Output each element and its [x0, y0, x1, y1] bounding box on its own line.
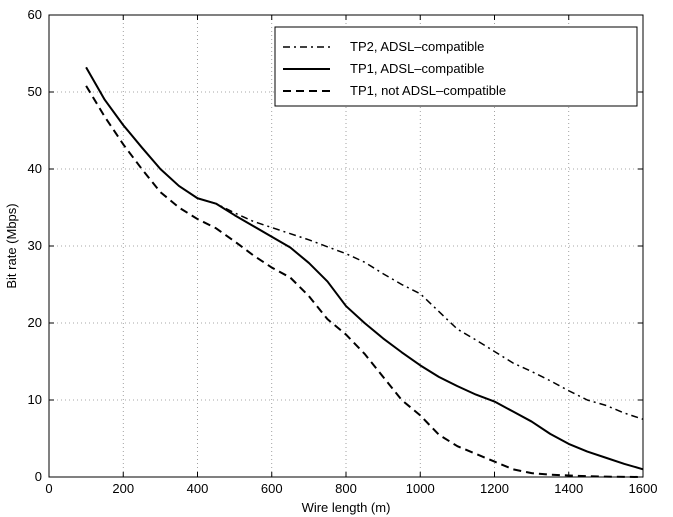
- series-line-1: [85, 66, 644, 471]
- y-axis-label: Bit rate (Mbps): [4, 203, 19, 288]
- y-tick-label: 30: [28, 238, 42, 253]
- series-line-2: [85, 85, 644, 478]
- y-tick-label: 20: [28, 315, 42, 330]
- plot-border: [48, 14, 644, 478]
- x-tick-label: 1200: [480, 481, 509, 496]
- y-tick-label: 10: [28, 392, 42, 407]
- x-tick-label: 200: [112, 481, 134, 496]
- x-tick-label: 1600: [629, 481, 658, 496]
- legend-label-tp2: TP2, ADSL–compatible: [350, 39, 484, 54]
- series-line-0: [85, 66, 644, 420]
- x-axis-label: Wire length (m): [302, 500, 391, 515]
- series-lines: [85, 66, 644, 478]
- legend-box: [274, 26, 638, 107]
- legend: TP2, ADSL–compatible TP1, ADSL–compatibl…: [274, 26, 638, 107]
- x-tick-label: 600: [261, 481, 283, 496]
- y-tick-label: 0: [35, 469, 42, 484]
- axes: 0 200 400 600 800 1000 1200 1400 1600 0 10 20 30 40 50…: [28, 7, 658, 496]
- x-tick-label: 800: [335, 481, 357, 496]
- y-tick-label: 40: [28, 161, 42, 176]
- legend-label-tp1-adsl: TP1, ADSL–compatible: [350, 61, 484, 76]
- x-tick-label: 1400: [554, 481, 583, 496]
- legend-label-tp1-not-adsl: TP1, not ADSL–compatible: [350, 83, 506, 98]
- x-tick-label: 400: [187, 481, 209, 496]
- x-tick-label: 1000: [406, 481, 435, 496]
- x-tick-label: 0: [45, 481, 52, 496]
- y-tick-label: 60: [28, 7, 42, 22]
- y-tick-label: 50: [28, 84, 42, 99]
